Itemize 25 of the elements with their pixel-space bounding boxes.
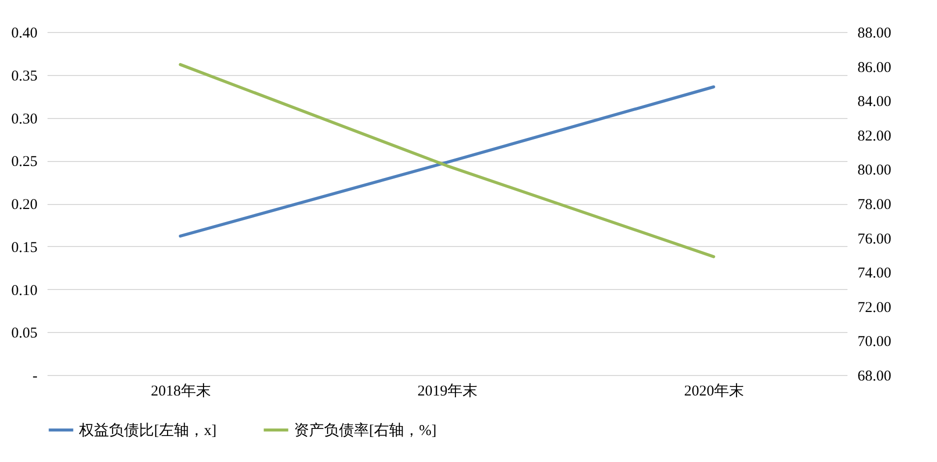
y2-tick-label: 80.00	[858, 162, 892, 179]
y2-tick-label: 84.00	[858, 94, 892, 110]
y2-tick-label: 70.00	[858, 334, 892, 350]
y-tick-label: -	[32, 368, 38, 384]
y-tick-label: 0.30	[11, 111, 38, 128]
x-tick-label: 2019年末	[418, 382, 478, 400]
y2-tick-label: 72.00	[858, 300, 892, 316]
legend-label: 资产负债率[右轴，%]	[294, 422, 436, 439]
y2-tick-label: 88.00	[858, 26, 892, 42]
y2-tick-label: 74.00	[858, 266, 892, 282]
x-tick-label: 2018年末	[150, 382, 211, 400]
y2-tick-label: 68.00	[858, 368, 892, 384]
y-tick-label: 0.25	[11, 154, 38, 170]
y-tick-label: 0.40	[11, 26, 38, 42]
y-tick-label: 0.05	[11, 326, 38, 342]
y-tick-label: 0.35	[11, 68, 38, 84]
y-tick-label: 0.15	[11, 240, 38, 256]
y2-tick-label: 86.00	[858, 60, 892, 76]
y-tick-label: 0.10	[11, 282, 38, 299]
y-tick-label: 0.20	[11, 197, 38, 213]
x-tick-label: 2020年末	[684, 382, 744, 400]
y2-tick-label: 78.00	[858, 197, 892, 213]
legend-label: 权益负债比[左轴，x]	[78, 422, 216, 439]
y2-tick-label: 76.00	[858, 231, 892, 248]
y2-tick-label: 82.00	[858, 128, 892, 144]
